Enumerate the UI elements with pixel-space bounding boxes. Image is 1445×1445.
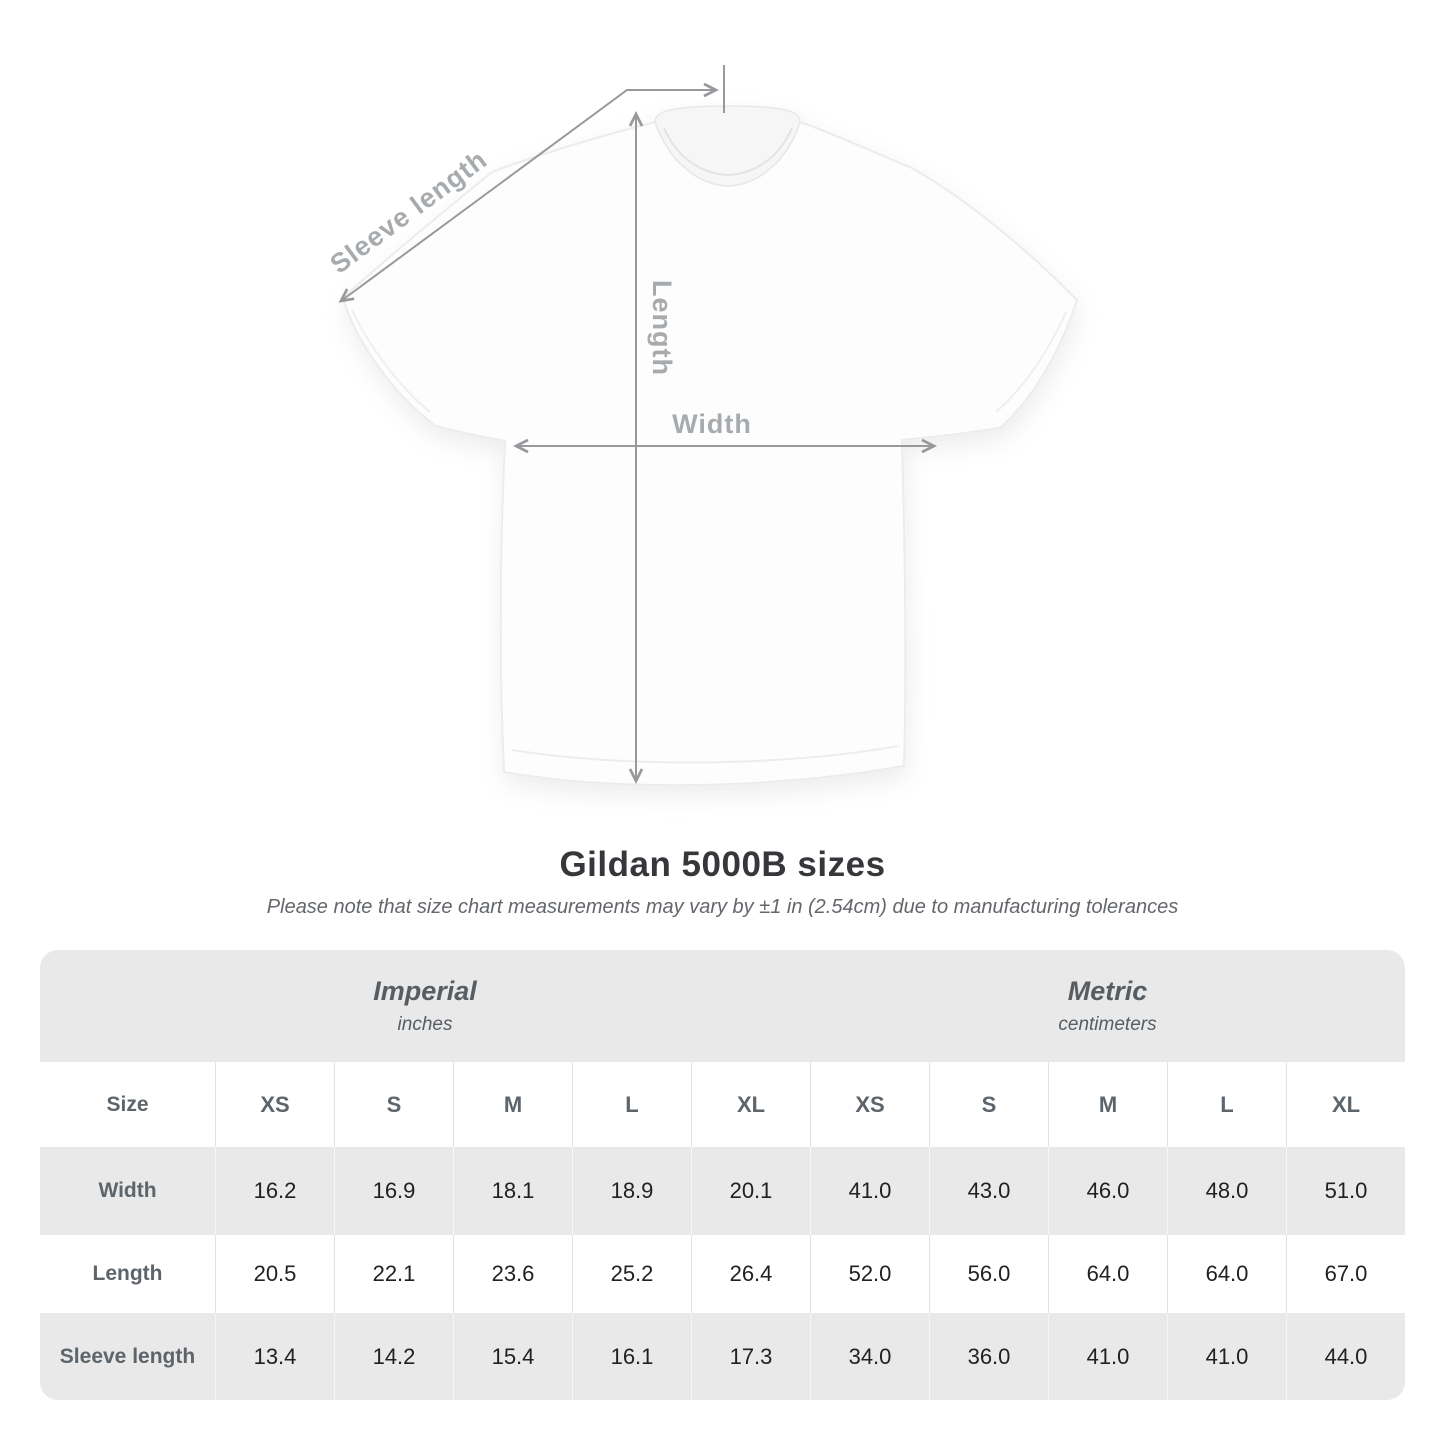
sleeve-length-row-label: Sleeve length	[40, 1313, 215, 1400]
length-metric-xs: 52.0	[810, 1235, 929, 1313]
sleeve-metric-s: 36.0	[929, 1313, 1048, 1400]
width-label: Width	[672, 409, 752, 439]
size-header-metric-s: S	[929, 1062, 1048, 1147]
metric-group-name: Metric	[1067, 976, 1148, 1006]
length-row-label: Length	[40, 1235, 215, 1313]
width-row-label: Width	[40, 1147, 215, 1235]
metric-group-header: Metric centimeters	[810, 950, 1405, 1062]
size-header-imperial-s: S	[334, 1062, 453, 1147]
imperial-group-unit: inches	[397, 1014, 453, 1035]
size-header-metric-xs: XS	[810, 1062, 929, 1147]
width-metric-xs: 41.0	[810, 1147, 929, 1235]
length-label: Length	[647, 280, 677, 376]
sleeve-imperial-m: 15.4	[453, 1313, 572, 1400]
sleeve-metric-m: 41.0	[1048, 1313, 1167, 1400]
length-metric-xl: 67.0	[1286, 1235, 1405, 1313]
width-imperial-m: 18.1	[453, 1147, 572, 1235]
length-imperial-xl: 26.4	[691, 1235, 810, 1313]
page-subtitle: Please note that size chart measurements…	[266, 896, 1179, 918]
sleeve-metric-xl: 44.0	[1286, 1313, 1405, 1400]
sleeve-imperial-s: 14.2	[334, 1313, 453, 1400]
length-metric-m: 64.0	[1048, 1235, 1167, 1313]
length-imperial-l: 25.2	[572, 1235, 691, 1313]
size-chart-table: Imperial inches Metric centimeters Size …	[40, 950, 1405, 1400]
size-header-imperial-l: L	[572, 1062, 691, 1147]
sleeve-length-line	[338, 82, 720, 303]
measurement-lines	[338, 65, 938, 785]
width-imperial-xl: 20.1	[691, 1147, 810, 1235]
length-metric-l: 64.0	[1167, 1235, 1286, 1313]
width-metric-xl: 51.0	[1286, 1147, 1405, 1235]
width-imperial-s: 16.9	[334, 1147, 453, 1235]
width-metric-s: 43.0	[929, 1147, 1048, 1235]
size-header-imperial-xl: XL	[691, 1062, 810, 1147]
length-metric-s: 56.0	[929, 1235, 1048, 1313]
tshirt-measurement-diagram: Sleeve length Length Width	[325, 65, 1079, 787]
length-imperial-xs: 20.5	[215, 1235, 334, 1313]
size-header-metric-xl: XL	[1286, 1062, 1405, 1147]
size-header-metric-l: L	[1167, 1062, 1286, 1147]
width-imperial-xs: 16.2	[215, 1147, 334, 1235]
size-row-label: Size	[40, 1062, 215, 1147]
sleeve-metric-xs: 34.0	[810, 1313, 929, 1400]
imperial-group-header: Imperial inches	[40, 950, 810, 1062]
size-header-imperial-m: M	[453, 1062, 572, 1147]
width-metric-m: 46.0	[1048, 1147, 1167, 1235]
width-imperial-l: 18.9	[572, 1147, 691, 1235]
length-imperial-s: 22.1	[334, 1235, 453, 1313]
page-title: Gildan 5000B sizes	[559, 845, 886, 884]
sleeve-imperial-xl: 17.3	[691, 1313, 810, 1400]
sleeve-metric-l: 41.0	[1167, 1313, 1286, 1400]
width-metric-l: 48.0	[1167, 1147, 1286, 1235]
length-imperial-m: 23.6	[453, 1235, 572, 1313]
imperial-group-name: Imperial	[373, 976, 477, 1006]
size-header-metric-m: M	[1048, 1062, 1167, 1147]
sleeve-imperial-l: 16.1	[572, 1313, 691, 1400]
metric-group-unit: centimeters	[1058, 1014, 1157, 1035]
size-header-imperial-xs: XS	[215, 1062, 334, 1147]
sleeve-imperial-xs: 13.4	[215, 1313, 334, 1400]
